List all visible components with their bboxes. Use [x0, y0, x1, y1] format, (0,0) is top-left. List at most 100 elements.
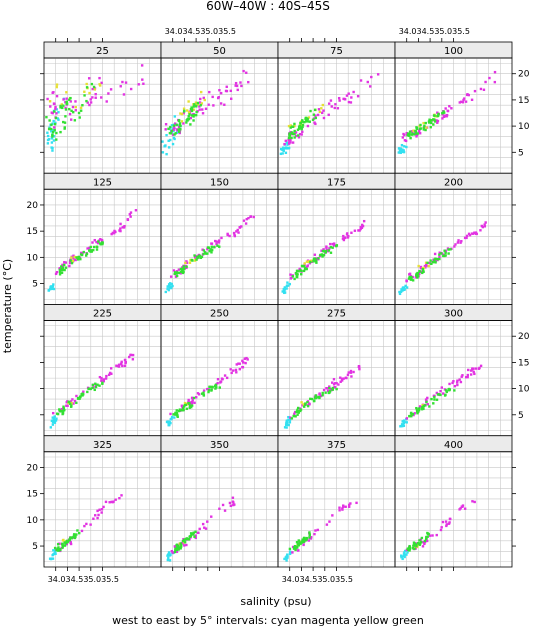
data-point-cyan — [52, 553, 55, 556]
data-point-magenta — [81, 252, 84, 255]
data-point-green — [295, 275, 298, 278]
data-point-magenta — [309, 537, 313, 540]
data-point-magenta — [249, 215, 252, 219]
data-point-cyan — [287, 147, 290, 150]
data-point-green — [442, 110, 445, 113]
data-point-green — [301, 538, 304, 541]
data-point-green — [416, 412, 419, 415]
data-point-green — [296, 413, 299, 416]
data-point-magenta — [128, 355, 131, 359]
data-point-green — [315, 261, 318, 264]
data-point-cyan — [400, 555, 403, 559]
data-point-green — [78, 256, 81, 259]
data-point-green — [53, 546, 57, 550]
data-point-green — [414, 129, 417, 133]
data-point-magenta — [459, 380, 463, 384]
data-point-magenta — [466, 373, 470, 377]
data-point-green — [51, 131, 55, 134]
data-point-green — [175, 123, 178, 127]
data-point-green — [64, 108, 68, 111]
data-point-cyan — [170, 415, 174, 419]
data-point-magenta — [72, 402, 75, 405]
data-point-magenta — [307, 539, 311, 542]
data-point-yellow — [427, 264, 430, 268]
data-point-green — [68, 107, 71, 111]
data-point-green — [91, 383, 95, 387]
data-point-green — [183, 541, 187, 544]
data-point-cyan — [46, 138, 50, 142]
data-point-magenta — [108, 501, 111, 504]
data-point-cyan — [52, 135, 56, 138]
data-point-magenta — [350, 231, 353, 234]
data-point-green — [296, 406, 300, 410]
data-point-green — [190, 114, 194, 117]
data-point-magenta — [306, 124, 310, 128]
data-point-magenta — [240, 225, 243, 228]
data-point-green — [312, 257, 316, 261]
data-point-yellow — [412, 129, 415, 132]
data-point-magenta — [100, 511, 103, 514]
data-point-cyan — [169, 418, 172, 421]
data-point-cyan — [166, 287, 169, 291]
data-point-green — [85, 254, 88, 257]
data-point-cyan — [57, 118, 60, 121]
data-point-yellow — [62, 538, 65, 542]
data-point-magenta — [456, 383, 459, 387]
data-point-green — [63, 121, 67, 124]
data-point-green — [50, 127, 53, 131]
data-point-green — [419, 542, 422, 545]
data-point-green — [190, 109, 194, 113]
data-point-magenta — [441, 117, 444, 120]
data-point-magenta — [142, 82, 145, 85]
data-point-cyan — [283, 426, 287, 429]
data-point-green — [210, 248, 213, 251]
data-point-magenta — [223, 103, 226, 106]
data-point-magenta — [465, 234, 469, 238]
data-point-magenta — [83, 524, 86, 528]
data-point-magenta — [414, 276, 418, 279]
data-point-green — [299, 408, 303, 411]
data-point-magenta — [89, 523, 92, 526]
data-point-cyan — [401, 557, 404, 561]
data-point-yellow — [180, 112, 184, 116]
data-point-green — [444, 389, 448, 392]
data-point-magenta — [445, 524, 448, 528]
data-point-magenta — [462, 98, 465, 102]
data-point-yellow — [93, 88, 97, 91]
data-point-green — [293, 122, 296, 126]
data-point-magenta — [361, 223, 364, 227]
data-point-green — [188, 406, 191, 409]
data-point-magenta — [322, 116, 326, 120]
data-point-magenta — [431, 534, 434, 537]
data-point-magenta — [338, 99, 341, 102]
data-point-magenta — [190, 396, 194, 400]
data-point-magenta — [465, 376, 468, 379]
data-point-green — [425, 535, 428, 539]
data-point-green — [418, 539, 421, 542]
data-point-green — [62, 104, 65, 107]
data-point-magenta — [325, 245, 328, 248]
data-point-green — [79, 109, 83, 112]
data-point-magenta — [121, 226, 124, 229]
data-point-cyan — [285, 559, 288, 562]
data-point-green — [97, 240, 100, 243]
data-point-green — [299, 409, 302, 413]
data-point-green — [306, 120, 310, 123]
data-point-magenta — [309, 536, 313, 539]
data-point-green — [429, 126, 432, 129]
data-point-magenta — [247, 80, 250, 84]
data-point-green — [416, 132, 419, 135]
data-point-magenta — [91, 241, 94, 244]
data-point-magenta — [50, 111, 53, 114]
data-point-magenta — [245, 217, 248, 221]
data-point-magenta — [464, 100, 468, 103]
data-point-magenta — [232, 231, 236, 235]
data-point-green — [175, 414, 179, 417]
data-point-green — [182, 265, 186, 268]
panel-label: 125 — [93, 177, 112, 188]
data-point-magenta — [134, 209, 138, 212]
data-point-magenta — [68, 264, 71, 268]
data-point-green — [428, 118, 431, 121]
data-point-magenta — [215, 240, 218, 243]
data-point-magenta — [471, 500, 474, 503]
